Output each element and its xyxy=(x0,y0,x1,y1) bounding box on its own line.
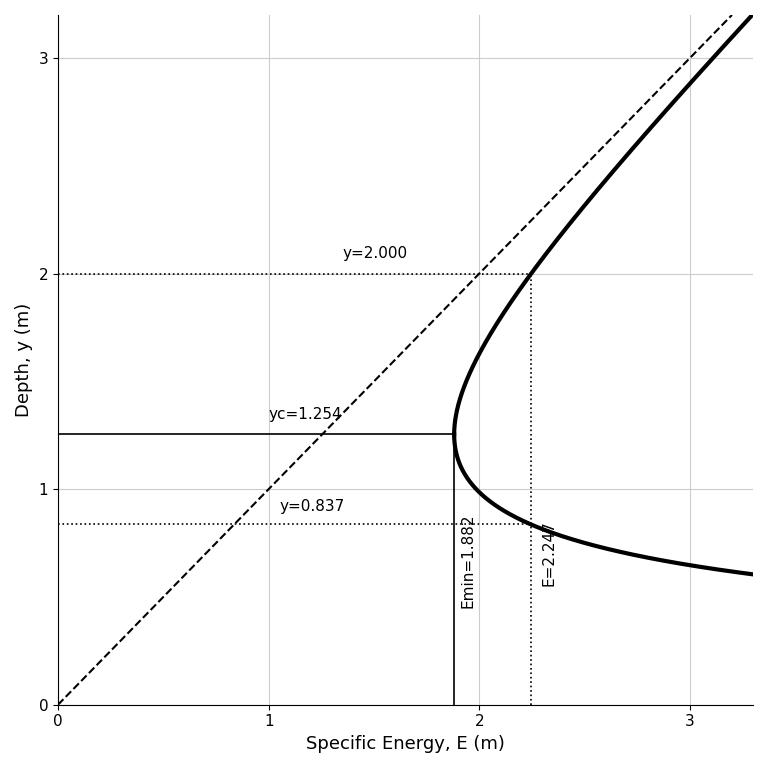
Text: y=2.000: y=2.000 xyxy=(343,246,408,260)
Text: y=0.837: y=0.837 xyxy=(279,498,344,514)
Text: Emin=1.882: Emin=1.882 xyxy=(461,513,475,607)
Text: E=2.247: E=2.247 xyxy=(541,521,557,586)
X-axis label: Specific Energy, E (m): Specific Energy, E (m) xyxy=(306,735,505,753)
Y-axis label: Depth, y (m): Depth, y (m) xyxy=(15,303,33,417)
Text: yc=1.254: yc=1.254 xyxy=(269,406,343,422)
